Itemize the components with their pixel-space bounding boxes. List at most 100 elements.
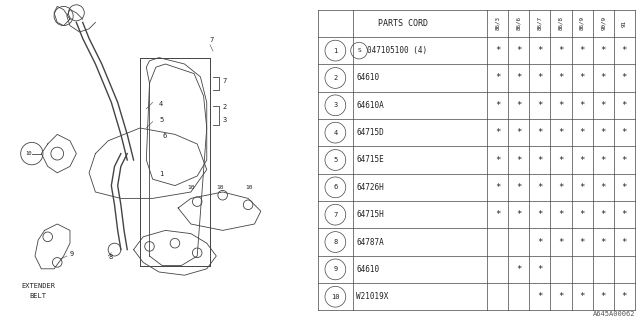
Text: *: * <box>621 128 627 137</box>
Text: *: * <box>558 74 564 83</box>
Text: *: * <box>495 74 500 83</box>
Text: W21019X: W21019X <box>356 292 389 301</box>
Text: *: * <box>579 74 585 83</box>
Text: *: * <box>579 237 585 246</box>
Text: *: * <box>579 128 585 137</box>
Text: *: * <box>495 128 500 137</box>
Text: 86/7: 86/7 <box>538 16 542 30</box>
Text: *: * <box>600 128 606 137</box>
Text: 7: 7 <box>210 36 214 43</box>
Text: 2: 2 <box>333 75 337 81</box>
Text: 86/9: 86/9 <box>580 16 584 30</box>
Text: 64715H: 64715H <box>356 210 384 219</box>
Text: *: * <box>621 237 627 246</box>
Text: 3: 3 <box>223 116 227 123</box>
Text: 64726H: 64726H <box>356 183 384 192</box>
Text: EXTENDER: EXTENDER <box>21 283 55 289</box>
Text: 10: 10 <box>188 185 195 190</box>
Text: 1: 1 <box>333 48 337 54</box>
Text: *: * <box>537 46 543 55</box>
Text: 8: 8 <box>108 254 113 260</box>
Text: *: * <box>621 156 627 164</box>
Text: 64610: 64610 <box>356 265 380 274</box>
Text: *: * <box>621 292 627 301</box>
Text: *: * <box>516 156 522 164</box>
Text: 86/8: 86/8 <box>559 16 563 30</box>
Text: 4: 4 <box>159 100 163 107</box>
Text: *: * <box>600 46 606 55</box>
Text: *: * <box>537 292 543 301</box>
Text: *: * <box>537 74 543 83</box>
Text: S: S <box>357 48 361 53</box>
Text: *: * <box>558 128 564 137</box>
Text: *: * <box>579 156 585 164</box>
Text: *: * <box>579 183 585 192</box>
Text: 64715E: 64715E <box>356 156 384 164</box>
Text: *: * <box>516 74 522 83</box>
Text: 64610A: 64610A <box>356 101 384 110</box>
Text: PARTS CORD: PARTS CORD <box>378 19 428 28</box>
Text: *: * <box>516 46 522 55</box>
Text: *: * <box>600 101 606 110</box>
Text: *: * <box>516 183 522 192</box>
Text: *: * <box>516 265 522 274</box>
Text: 64610: 64610 <box>356 74 380 83</box>
Text: *: * <box>600 183 606 192</box>
Text: *: * <box>579 46 585 55</box>
Text: *: * <box>537 156 543 164</box>
Text: *: * <box>495 156 500 164</box>
Text: *: * <box>558 210 564 219</box>
Text: 4: 4 <box>333 130 337 136</box>
Text: 64715D: 64715D <box>356 128 384 137</box>
Text: *: * <box>558 156 564 164</box>
Text: 1: 1 <box>159 171 163 177</box>
Text: A645A00062: A645A00062 <box>593 311 636 317</box>
Text: 86/6: 86/6 <box>516 16 521 30</box>
Text: 91: 91 <box>622 20 627 27</box>
Text: *: * <box>600 210 606 219</box>
Text: 9: 9 <box>70 251 74 257</box>
Text: 5: 5 <box>159 116 163 123</box>
Text: 90/9: 90/9 <box>601 16 605 30</box>
Text: *: * <box>537 265 543 274</box>
Text: *: * <box>558 101 564 110</box>
Text: 9: 9 <box>333 266 337 272</box>
Text: *: * <box>537 101 543 110</box>
Text: *: * <box>558 183 564 192</box>
Text: *: * <box>537 128 543 137</box>
Text: *: * <box>516 101 522 110</box>
Text: *: * <box>621 210 627 219</box>
Text: 7: 7 <box>223 78 227 84</box>
Text: 64787A: 64787A <box>356 237 384 246</box>
Text: *: * <box>495 210 500 219</box>
Text: *: * <box>579 101 585 110</box>
Text: *: * <box>621 74 627 83</box>
Text: *: * <box>537 183 543 192</box>
Text: *: * <box>537 237 543 246</box>
Text: 10: 10 <box>245 185 252 190</box>
Text: 6: 6 <box>162 132 166 139</box>
Text: 2: 2 <box>223 104 227 110</box>
Text: 5: 5 <box>333 157 337 163</box>
Text: *: * <box>600 292 606 301</box>
Text: *: * <box>495 101 500 110</box>
Text: *: * <box>621 101 627 110</box>
Text: *: * <box>600 74 606 83</box>
Text: *: * <box>600 237 606 246</box>
Text: *: * <box>579 292 585 301</box>
Text: *: * <box>516 210 522 219</box>
Text: *: * <box>579 210 585 219</box>
Text: *: * <box>537 210 543 219</box>
Text: *: * <box>558 237 564 246</box>
Text: *: * <box>516 128 522 137</box>
Text: 86/3: 86/3 <box>495 16 500 30</box>
Text: 047105100 (4): 047105100 (4) <box>367 46 428 55</box>
Text: *: * <box>495 46 500 55</box>
Text: 6: 6 <box>333 184 337 190</box>
Text: 10: 10 <box>26 151 32 156</box>
Text: *: * <box>495 183 500 192</box>
Text: *: * <box>621 183 627 192</box>
Text: BELT: BELT <box>29 292 47 299</box>
Text: 10: 10 <box>216 185 224 190</box>
Text: 10: 10 <box>331 294 340 300</box>
